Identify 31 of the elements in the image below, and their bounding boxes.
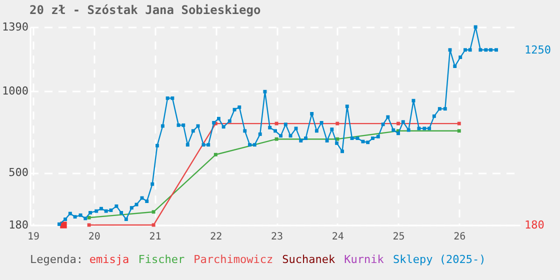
y2-tick-label: 1250 — [524, 43, 551, 56]
y-tick-label: 180 — [8, 218, 28, 232]
legend-label: Suchanek — [282, 253, 336, 266]
y2-tick-label: 180 — [524, 218, 544, 232]
x-tick-label: 22 — [210, 232, 222, 242]
point — [214, 152, 218, 156]
point — [396, 122, 400, 126]
x-tick-label: 25 — [392, 232, 405, 242]
point — [336, 122, 340, 126]
legend-title: Legenda: — [30, 253, 83, 266]
y-tick-label: 500 — [8, 166, 28, 180]
point — [274, 122, 278, 126]
point — [152, 210, 156, 214]
point — [274, 137, 278, 141]
x-tick-label: 24 — [332, 232, 344, 242]
y-tick-label: 1000 — [2, 84, 28, 98]
text: Sklepy (2025-) — [393, 253, 486, 266]
text: emisja — [89, 253, 130, 266]
point — [87, 216, 91, 220]
y-tick-label: 1390 — [2, 20, 28, 34]
x-tick-label: 20 — [88, 232, 100, 242]
point — [457, 129, 461, 133]
x-tick-label: 26 — [454, 232, 466, 242]
point — [457, 122, 461, 126]
x-tick-label: 23 — [271, 232, 284, 242]
legend-label: Kurnik — [344, 253, 384, 266]
text: Fischer — [138, 253, 185, 266]
text: Parchimowicz — [194, 253, 274, 266]
chart-title: 20 zł - Szóstak Jana Sobieskiego — [30, 3, 261, 17]
x-tick-label: 19 — [28, 232, 40, 242]
x-tick-label: 21 — [149, 232, 162, 242]
